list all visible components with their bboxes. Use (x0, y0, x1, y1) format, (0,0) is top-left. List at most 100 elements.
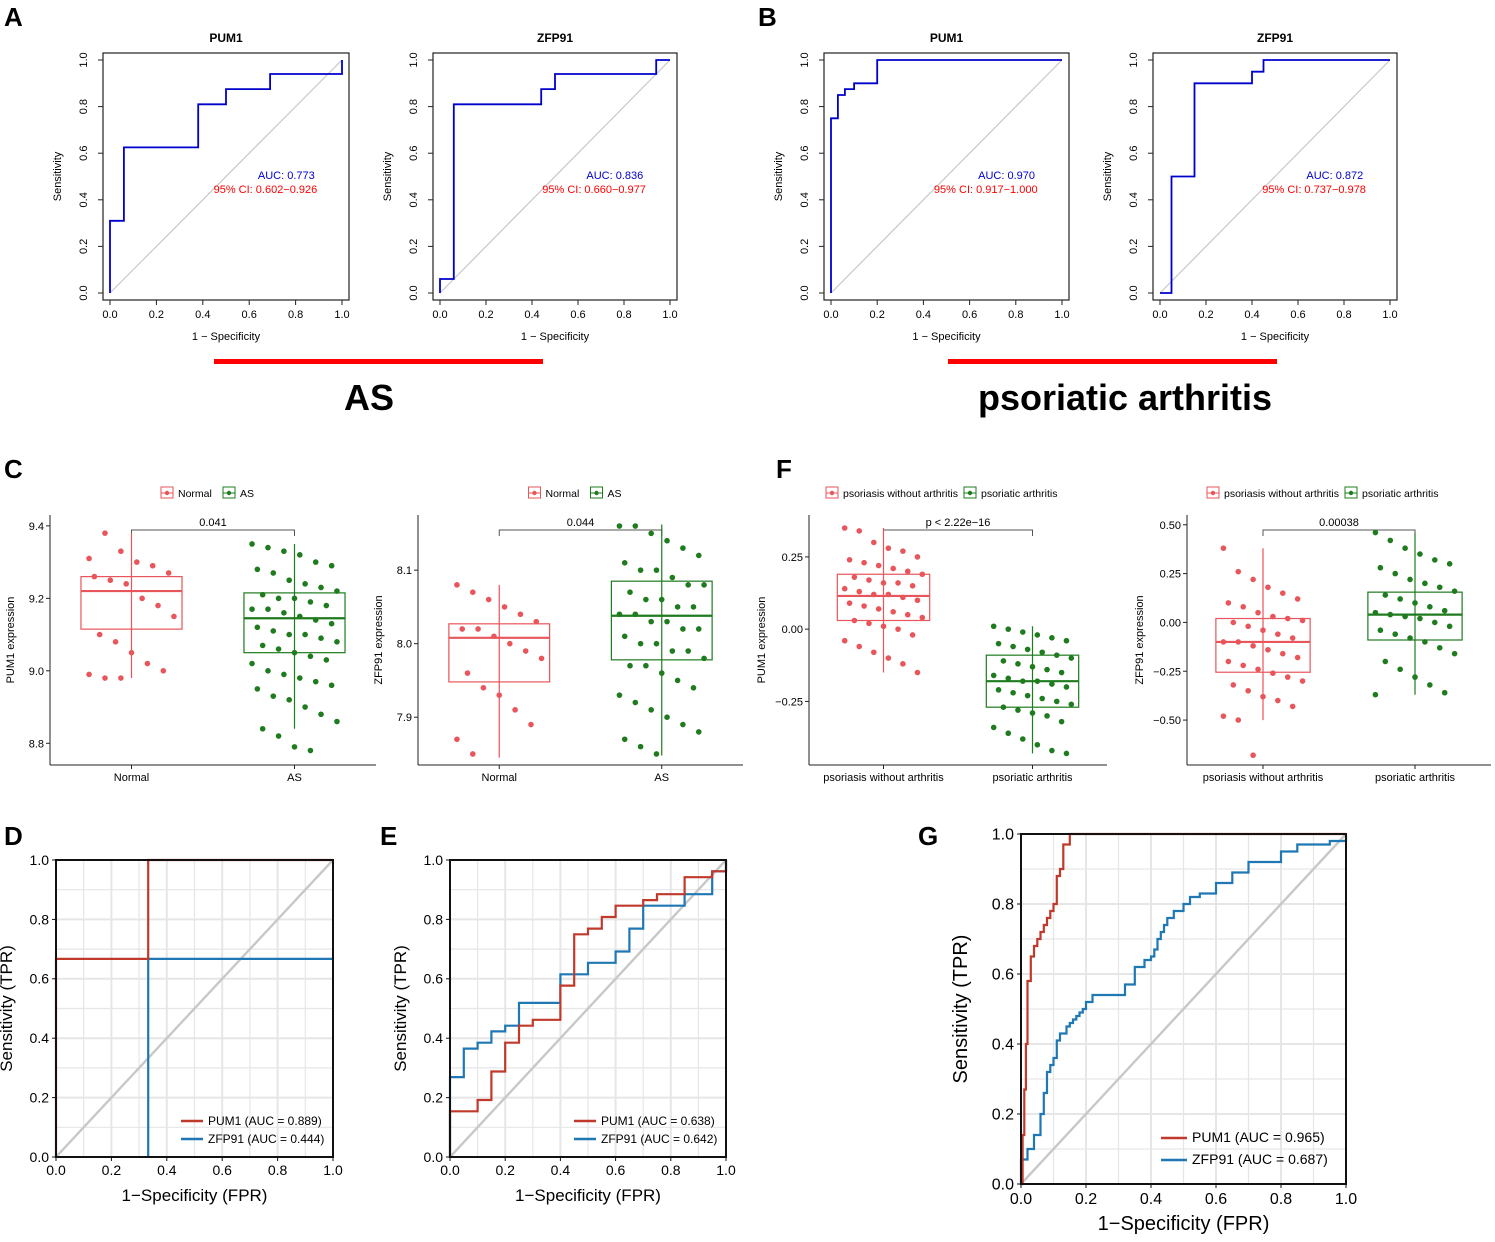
ci-label: 95% CI: 0.660−0.977 (542, 184, 646, 196)
data-point (658, 596, 665, 603)
data-point (1020, 629, 1026, 635)
roc-curve-pum1 (448, 860, 728, 1157)
data-point (286, 577, 292, 584)
as-group-label: AS (344, 377, 394, 418)
roc-panel-a1: PUM1 0.0 0.0 0.2 0.2 0.4 0.4 0.6 0.6 0.8 0.8 1.0 1.0… (52, 31, 350, 343)
data-point (880, 580, 887, 586)
data-point (1255, 666, 1261, 673)
legend-label: ZFP91 (AUC = 0.687) (1192, 1151, 1328, 1167)
diagonal-reference-line (439, 59, 671, 294)
data-point (281, 671, 287, 678)
y-tick-label: 0.0 (408, 285, 420, 300)
data-point (1451, 588, 1458, 594)
data-point (895, 626, 901, 632)
data-point (1235, 568, 1242, 575)
data-point (1279, 650, 1286, 657)
panel-letters: A B C F D E G (4, 2, 938, 851)
significance-bracket (498, 529, 663, 536)
data-point (501, 604, 508, 610)
data-point (621, 736, 628, 743)
data-point (664, 714, 670, 721)
data-point (286, 631, 292, 638)
x-tick-label: 0.8 (1336, 309, 1351, 321)
x-tick-label: 0.4 (195, 309, 210, 321)
data-point (914, 554, 921, 560)
data-point (861, 559, 867, 566)
y-tick-label: 0.4 (30, 1030, 50, 1046)
data-point (155, 602, 161, 609)
x-axis-label: 1 − Specificity (192, 331, 261, 343)
data-point (265, 667, 271, 674)
data-point (1063, 637, 1070, 644)
data-point (1220, 639, 1227, 645)
data-point (1299, 678, 1306, 684)
y-tick-label: 1.0 (424, 852, 444, 868)
y-tick-label: 0.0 (992, 1177, 1014, 1194)
legend-key-dot (532, 490, 537, 496)
diagonal-reference-line (109, 59, 343, 294)
data-point (1225, 600, 1232, 606)
panel-letter-f: F (776, 454, 792, 484)
data-point (297, 675, 303, 681)
ci-label: 95% CI: 0.917−1.000 (934, 184, 1038, 196)
data-point (538, 655, 545, 662)
data-point (165, 570, 172, 576)
box-group-1 (985, 623, 1080, 757)
data-point (904, 611, 911, 618)
x-tick-label: 0.8 (661, 1162, 681, 1178)
data-point (254, 566, 261, 573)
data-point (701, 655, 707, 662)
y-tick-label: 1.0 (1128, 52, 1140, 67)
legend-key-dot (829, 490, 835, 496)
y-tick-label: 0.00 (782, 624, 803, 636)
roc-panel-b1: PUM1 0.0 0.0 0.2 0.2 0.4 0.4 0.6 0.6 0.8 0.8 1.0 1.0… (773, 31, 1070, 343)
data-point (275, 646, 282, 652)
data-point (328, 620, 335, 627)
x-tick-label: 1.0 (1382, 309, 1397, 321)
panel-letter-e: E (380, 821, 397, 851)
y-tick-label: 0.4 (992, 1037, 1014, 1054)
diagonal-reference-line (1020, 833, 1347, 1185)
data-point (616, 523, 623, 529)
data-point (1225, 658, 1232, 665)
data-point (323, 602, 330, 609)
data-point (866, 620, 872, 627)
data-point (990, 623, 997, 630)
y-tick-label: 0.6 (78, 146, 90, 161)
data-point (885, 591, 892, 598)
boxplot-panel-c2: Normal AS 7.9 8.0 8.1 ZFP91 expression 0.044 No… (373, 486, 743, 784)
y-tick-label: 1.0 (799, 52, 811, 67)
legend: psoriasis without arthritis psoriatic art… (1206, 486, 1438, 500)
data-point (914, 597, 921, 604)
legend-label: psoriasis without arthritis (1224, 488, 1339, 500)
data-point (664, 618, 670, 625)
significance-bracket (131, 529, 295, 536)
data-point (323, 657, 330, 663)
data-point (286, 696, 292, 703)
diagonal-reference-line (449, 859, 727, 1158)
data-point (1039, 695, 1045, 702)
data-point (846, 600, 853, 606)
y-tick-label: 0.8 (992, 897, 1014, 914)
data-point (454, 582, 460, 588)
plot-frame (1152, 52, 1398, 301)
x-tick-label: AS (654, 772, 669, 784)
data-point (1397, 596, 1403, 602)
data-point (1279, 590, 1286, 596)
data-point (632, 699, 639, 706)
x-tick-label: 0.2 (478, 309, 493, 321)
y-axis-label: Sensitivity (1102, 151, 1114, 201)
auc-label: AUC: 0.872 (1306, 170, 1363, 182)
data-point (259, 591, 266, 598)
data-point (871, 649, 877, 656)
y-tick-label: 0.8 (799, 99, 811, 114)
box-iqr (1215, 617, 1311, 673)
diagonal-reference-line (55, 859, 334, 1158)
y-tick-label: 1.0 (408, 52, 420, 67)
legend-key-dot (1348, 490, 1354, 496)
data-point (464, 670, 471, 676)
legend-label: psoriasis without arthritis (843, 488, 958, 500)
data-point (334, 588, 340, 594)
y-tick-label: 0.2 (1128, 239, 1140, 254)
data-point (270, 693, 277, 699)
